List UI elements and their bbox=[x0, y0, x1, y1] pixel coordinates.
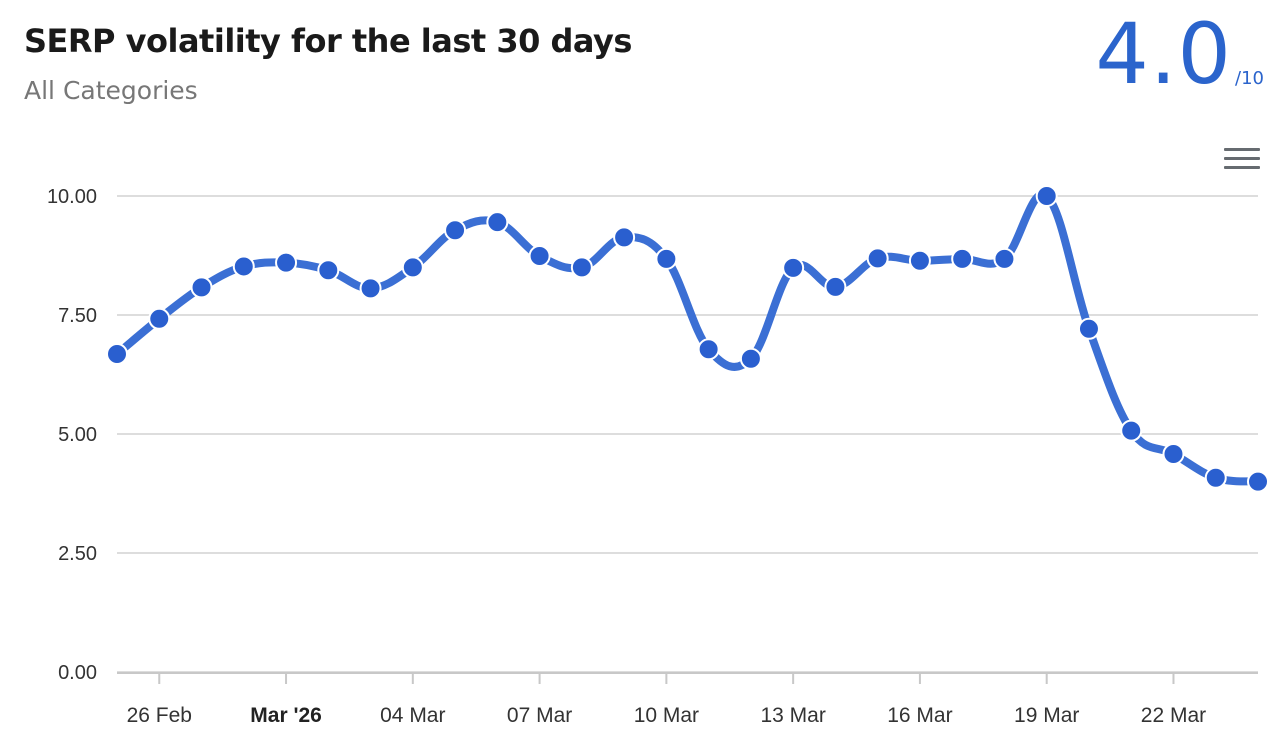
x-tick-label: 26 Feb bbox=[127, 704, 192, 727]
chart-title: SERP volatility for the last 30 days bbox=[24, 22, 632, 60]
data-point[interactable] bbox=[106, 343, 128, 366]
data-point[interactable] bbox=[190, 276, 213, 299]
data-point[interactable] bbox=[486, 211, 509, 234]
data-point[interactable] bbox=[697, 338, 720, 361]
series bbox=[106, 185, 1269, 493]
data-point[interactable] bbox=[1247, 470, 1269, 493]
data-point[interactable] bbox=[993, 247, 1016, 270]
data-point[interactable] bbox=[1077, 317, 1100, 340]
x-tick-label: 10 Mar bbox=[634, 704, 699, 727]
data-point[interactable] bbox=[866, 247, 889, 270]
hamburger-menu-icon[interactable] bbox=[1224, 148, 1260, 174]
data-point[interactable] bbox=[951, 247, 974, 270]
data-point[interactable] bbox=[148, 307, 171, 330]
data-point[interactable] bbox=[1162, 442, 1185, 465]
data-point[interactable] bbox=[570, 256, 593, 279]
y-tick-label: 7.50 bbox=[58, 305, 97, 327]
x-tick-label: 16 Mar bbox=[887, 704, 952, 727]
chart-subtitle: All Categories bbox=[24, 76, 198, 105]
x-tick-label: 13 Mar bbox=[760, 704, 825, 727]
x-axis: 26 Feb Mar '26 04 Mar 07 Mar 10 Mar 13 Mar 16 … bbox=[117, 672, 1258, 727]
data-point[interactable] bbox=[1035, 185, 1058, 207]
data-point[interactable] bbox=[317, 259, 340, 282]
x-tick-label: 07 Mar bbox=[507, 704, 572, 727]
x-tick-label: Mar '26 bbox=[250, 704, 322, 727]
data-point[interactable] bbox=[232, 255, 255, 278]
y-tick-label: 2.50 bbox=[58, 543, 97, 565]
data-point[interactable] bbox=[1120, 419, 1143, 442]
data-point[interactable] bbox=[655, 247, 678, 270]
data-point[interactable] bbox=[444, 219, 467, 242]
x-tick-label: 19 Mar bbox=[1014, 704, 1079, 727]
data-point[interactable] bbox=[824, 275, 847, 298]
data-point[interactable] bbox=[908, 249, 931, 272]
volatility-score: 4.0 bbox=[1095, 5, 1232, 103]
data-point[interactable] bbox=[782, 256, 805, 279]
volatility-score-max: /10 bbox=[1235, 68, 1264, 89]
data-point[interactable] bbox=[1204, 466, 1227, 489]
data-point[interactable] bbox=[401, 256, 424, 279]
data-point[interactable] bbox=[275, 251, 298, 274]
y-tick-label: 0.00 bbox=[58, 662, 97, 684]
x-tick-label: 04 Mar bbox=[380, 704, 445, 727]
x-tick-label: 22 Mar bbox=[1141, 704, 1206, 727]
data-point[interactable] bbox=[613, 226, 636, 249]
y-tick-label: 10.00 bbox=[47, 186, 97, 208]
data-point[interactable] bbox=[528, 244, 551, 267]
y-tick-label: 5.00 bbox=[58, 424, 97, 446]
y-axis: 0.00 2.50 5.00 7.50 10.00 bbox=[47, 186, 97, 684]
data-point[interactable] bbox=[739, 347, 762, 370]
data-point[interactable] bbox=[359, 277, 382, 300]
